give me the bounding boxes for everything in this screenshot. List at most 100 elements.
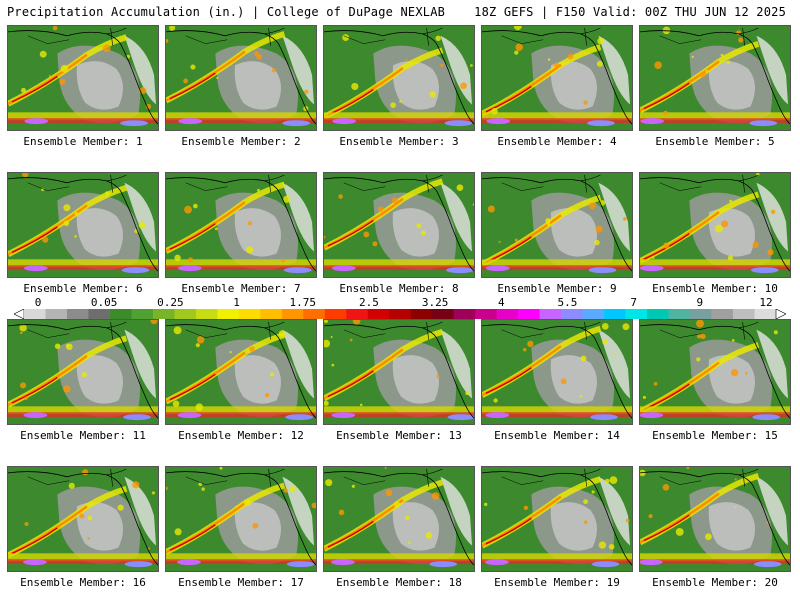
extreme-precip-spot — [332, 118, 357, 125]
coastline — [8, 324, 158, 419]
precip-patch — [425, 532, 433, 539]
island-chain — [343, 476, 386, 485]
precip-patch — [770, 209, 776, 215]
island-chain — [659, 35, 702, 44]
precip-patch — [151, 491, 155, 495]
precip-patch — [729, 199, 733, 203]
extreme-precip-spot — [750, 267, 779, 274]
precip-patch — [612, 353, 616, 357]
ensemble-member-map — [165, 172, 317, 278]
tropical-heavy-band — [324, 118, 474, 124]
coastline — [422, 321, 443, 329]
precip-patch — [773, 330, 778, 335]
precip-patch — [330, 335, 333, 338]
extreme-precip-spot — [446, 267, 474, 274]
colorbar-tick-label: 1.75 — [289, 296, 316, 309]
precip-patch — [82, 469, 89, 476]
precip-patch — [691, 55, 694, 59]
dry-coast — [598, 329, 631, 399]
extreme-precip-spot — [486, 118, 511, 125]
precip-patch — [456, 184, 464, 191]
dry-coast — [282, 35, 315, 105]
coastline — [324, 177, 474, 272]
precip-patch — [483, 502, 488, 507]
dry-coast — [756, 476, 789, 546]
island-chain — [659, 476, 702, 485]
precip-patch — [700, 333, 706, 340]
precip-patch — [609, 476, 618, 485]
precip-patch — [472, 203, 474, 206]
coastline — [324, 471, 474, 566]
extreme-precip-spot — [485, 559, 509, 566]
extreme-precip-spot — [177, 412, 202, 419]
extreme-precip-spot — [121, 267, 150, 274]
coastline — [738, 321, 759, 329]
dry-coast — [124, 182, 157, 252]
dry-core — [708, 208, 756, 257]
precip-patch — [601, 323, 609, 330]
tropical-band — [166, 406, 316, 415]
precip-patch — [172, 400, 180, 408]
coastline — [106, 27, 127, 35]
colorbar-swatch — [324, 309, 347, 319]
tropical-heavy-band — [8, 118, 158, 124]
precip-patch — [138, 221, 146, 229]
precip-patch — [774, 553, 778, 556]
precip-patch — [283, 195, 291, 203]
border-line — [426, 27, 429, 46]
extreme-precip-spot — [331, 412, 356, 419]
colorbar-swatch — [604, 309, 626, 319]
extreme-precip-spot — [331, 559, 355, 566]
colorbar-swatch — [303, 309, 326, 319]
precip-patch — [547, 58, 551, 61]
coastline — [738, 174, 759, 182]
colorbar-swatch — [518, 309, 540, 319]
colorbar-tick-label: 9 — [696, 296, 704, 309]
extreme-precip-spot — [282, 120, 311, 127]
border-line — [742, 468, 745, 487]
coastline — [580, 468, 601, 476]
extreme-precip-spot — [749, 120, 778, 127]
precip-patch — [527, 340, 534, 347]
island-chain — [185, 476, 228, 485]
precip-patch — [19, 324, 27, 332]
island-chain — [501, 329, 544, 338]
island-chain — [27, 35, 70, 44]
border-line — [268, 174, 271, 193]
colorbar-swatch — [281, 309, 304, 319]
precip-patch — [498, 240, 501, 244]
precip-patch — [738, 37, 744, 43]
tropical-heavy-band — [482, 118, 632, 124]
ensemble-member-label: Ensemble Member: 9 — [497, 282, 617, 295]
precip-patch — [190, 64, 196, 70]
coastline — [8, 30, 158, 125]
extreme-precip-spot — [591, 561, 620, 568]
precip-patch — [311, 502, 316, 509]
precip-patch — [63, 204, 71, 212]
precip-patch — [460, 82, 467, 90]
coastline — [422, 27, 443, 35]
border-line — [426, 174, 429, 193]
tropical-heavy-band — [640, 559, 790, 565]
tropical-band — [8, 406, 158, 415]
colorbar-tick-label: 4 — [497, 296, 505, 309]
tropical-heavy-band — [640, 265, 790, 271]
heavy-precip-band — [643, 514, 690, 542]
valid-time: 18Z GEFS | F150 Valid: 00Z THU JUN 12 20… — [474, 5, 786, 19]
precip-patch — [686, 467, 690, 469]
extreme-precip-spot — [485, 265, 510, 272]
precip-patch — [405, 58, 408, 61]
border-line — [110, 321, 113, 340]
precip-patch — [436, 374, 440, 378]
precip-patch — [378, 206, 384, 212]
dry-coast — [598, 476, 631, 546]
precip-patch — [42, 236, 49, 243]
ensemble-member-label: Ensemble Member: 3 — [339, 135, 459, 148]
extreme-precip-spot — [23, 559, 47, 566]
precip-patch — [596, 60, 603, 67]
dry-core — [76, 208, 124, 257]
precip-patch — [59, 78, 66, 86]
colorbar-swatch — [582, 309, 605, 319]
colorbar-swatch — [561, 309, 583, 319]
precip-patch — [132, 481, 140, 489]
